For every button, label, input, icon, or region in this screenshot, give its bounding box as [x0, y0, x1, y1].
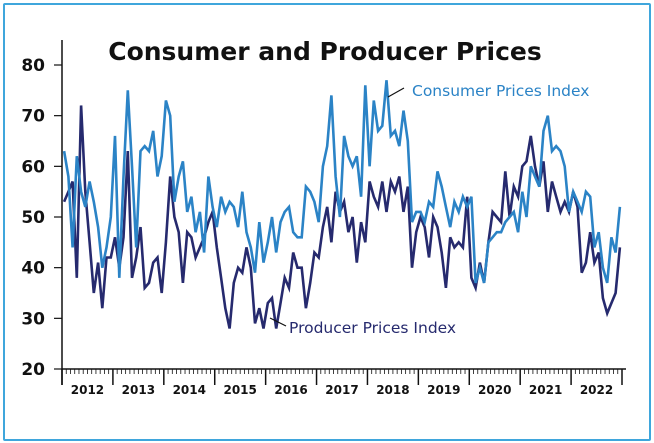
x-tick-label: 2018	[376, 383, 409, 397]
y-tick-label: 60	[21, 157, 45, 177]
x-tick-label: 2012	[71, 383, 104, 397]
ppi-series-label: Producer Prices Index	[289, 319, 456, 337]
cpi-leader-line	[387, 87, 405, 98]
y-tick-label: 40	[21, 259, 45, 279]
x-tick-label: 2017	[325, 383, 358, 397]
x-tick-label: 2021	[529, 383, 562, 397]
x-tick-label: 2019	[427, 383, 460, 397]
x-tick-label: 2015	[223, 383, 256, 397]
ppi-leader-line	[269, 317, 287, 327]
chart-title: Consumer and Producer Prices	[108, 37, 542, 66]
y-tick-label: 50	[21, 208, 45, 228]
y-tick-label: 80	[21, 56, 45, 76]
y-tick-label: 30	[21, 309, 45, 329]
y-tick-label: 20	[21, 360, 45, 380]
x-tick-label: 2014	[173, 383, 206, 397]
x-tick-label: 2013	[122, 383, 155, 397]
cpi-series-label: Consumer Prices Index	[412, 82, 589, 100]
consumer-prices-index-line	[62, 80, 622, 284]
x-tick-label: 2020	[478, 383, 511, 397]
producer-prices-index-line	[62, 105, 622, 329]
y-tick-label: 70	[21, 107, 45, 127]
x-tick-label: 2022	[580, 383, 613, 397]
x-tick-label: 2016	[274, 383, 307, 397]
